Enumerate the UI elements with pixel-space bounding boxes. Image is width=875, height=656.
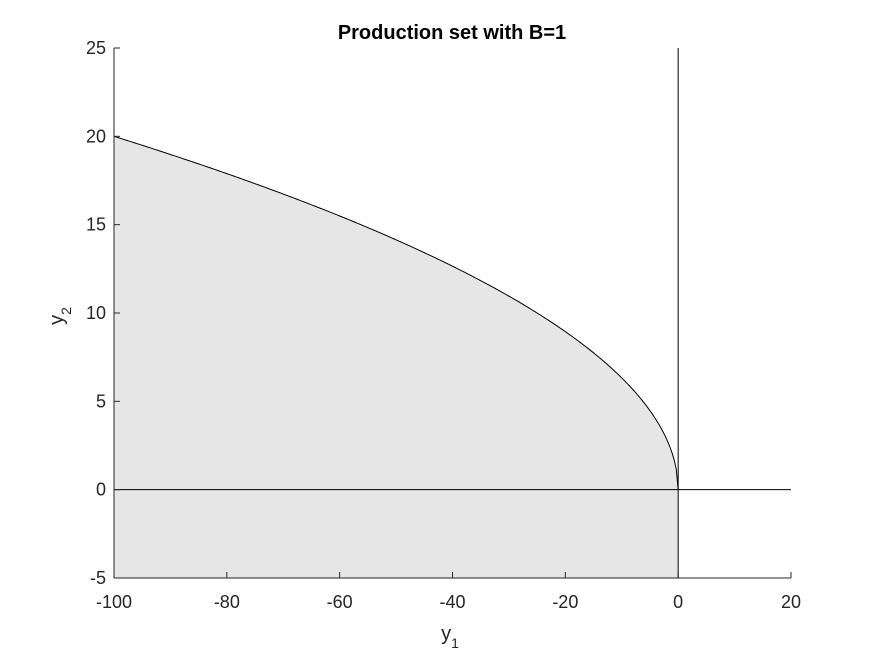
x-tick-label: -60 (327, 592, 353, 612)
x-axis-label: y1 (441, 623, 459, 651)
axes (113, 47, 792, 579)
y-axis-label-base: y (46, 315, 68, 325)
x-tick-label: 20 (781, 592, 801, 612)
y-tick-label: 5 (96, 391, 106, 411)
x-tick-label: -40 (439, 592, 465, 612)
plot-area (113, 48, 791, 578)
y-tick-label: 20 (86, 126, 106, 146)
y-axis-label-subscript: 2 (58, 307, 74, 315)
x-tick-label: 0 (673, 592, 683, 612)
y-tick-label: 0 (96, 480, 106, 500)
tick-labels: -100 -80 -60 -40 -20 0 20 -5 0 5 10 15 20 25 (86, 38, 801, 612)
y-tick-label: -5 (90, 568, 106, 588)
x-tick-label: -20 (552, 592, 578, 612)
chart-title: Production set with B=1 (338, 22, 566, 44)
x-axis-label-base: y (441, 623, 451, 645)
frontier-line (113, 135, 679, 490)
production-set-region (114, 136, 679, 578)
x-tick-label: -100 (96, 592, 132, 612)
x-axis-label-subscript: 1 (451, 635, 459, 651)
x-tick-label: -80 (214, 592, 240, 612)
y-tick-label: 15 (86, 215, 106, 235)
y-tick-label: 10 (86, 303, 106, 323)
y-tick-label: 25 (86, 38, 106, 58)
y-axis-label: y2 (46, 307, 74, 325)
